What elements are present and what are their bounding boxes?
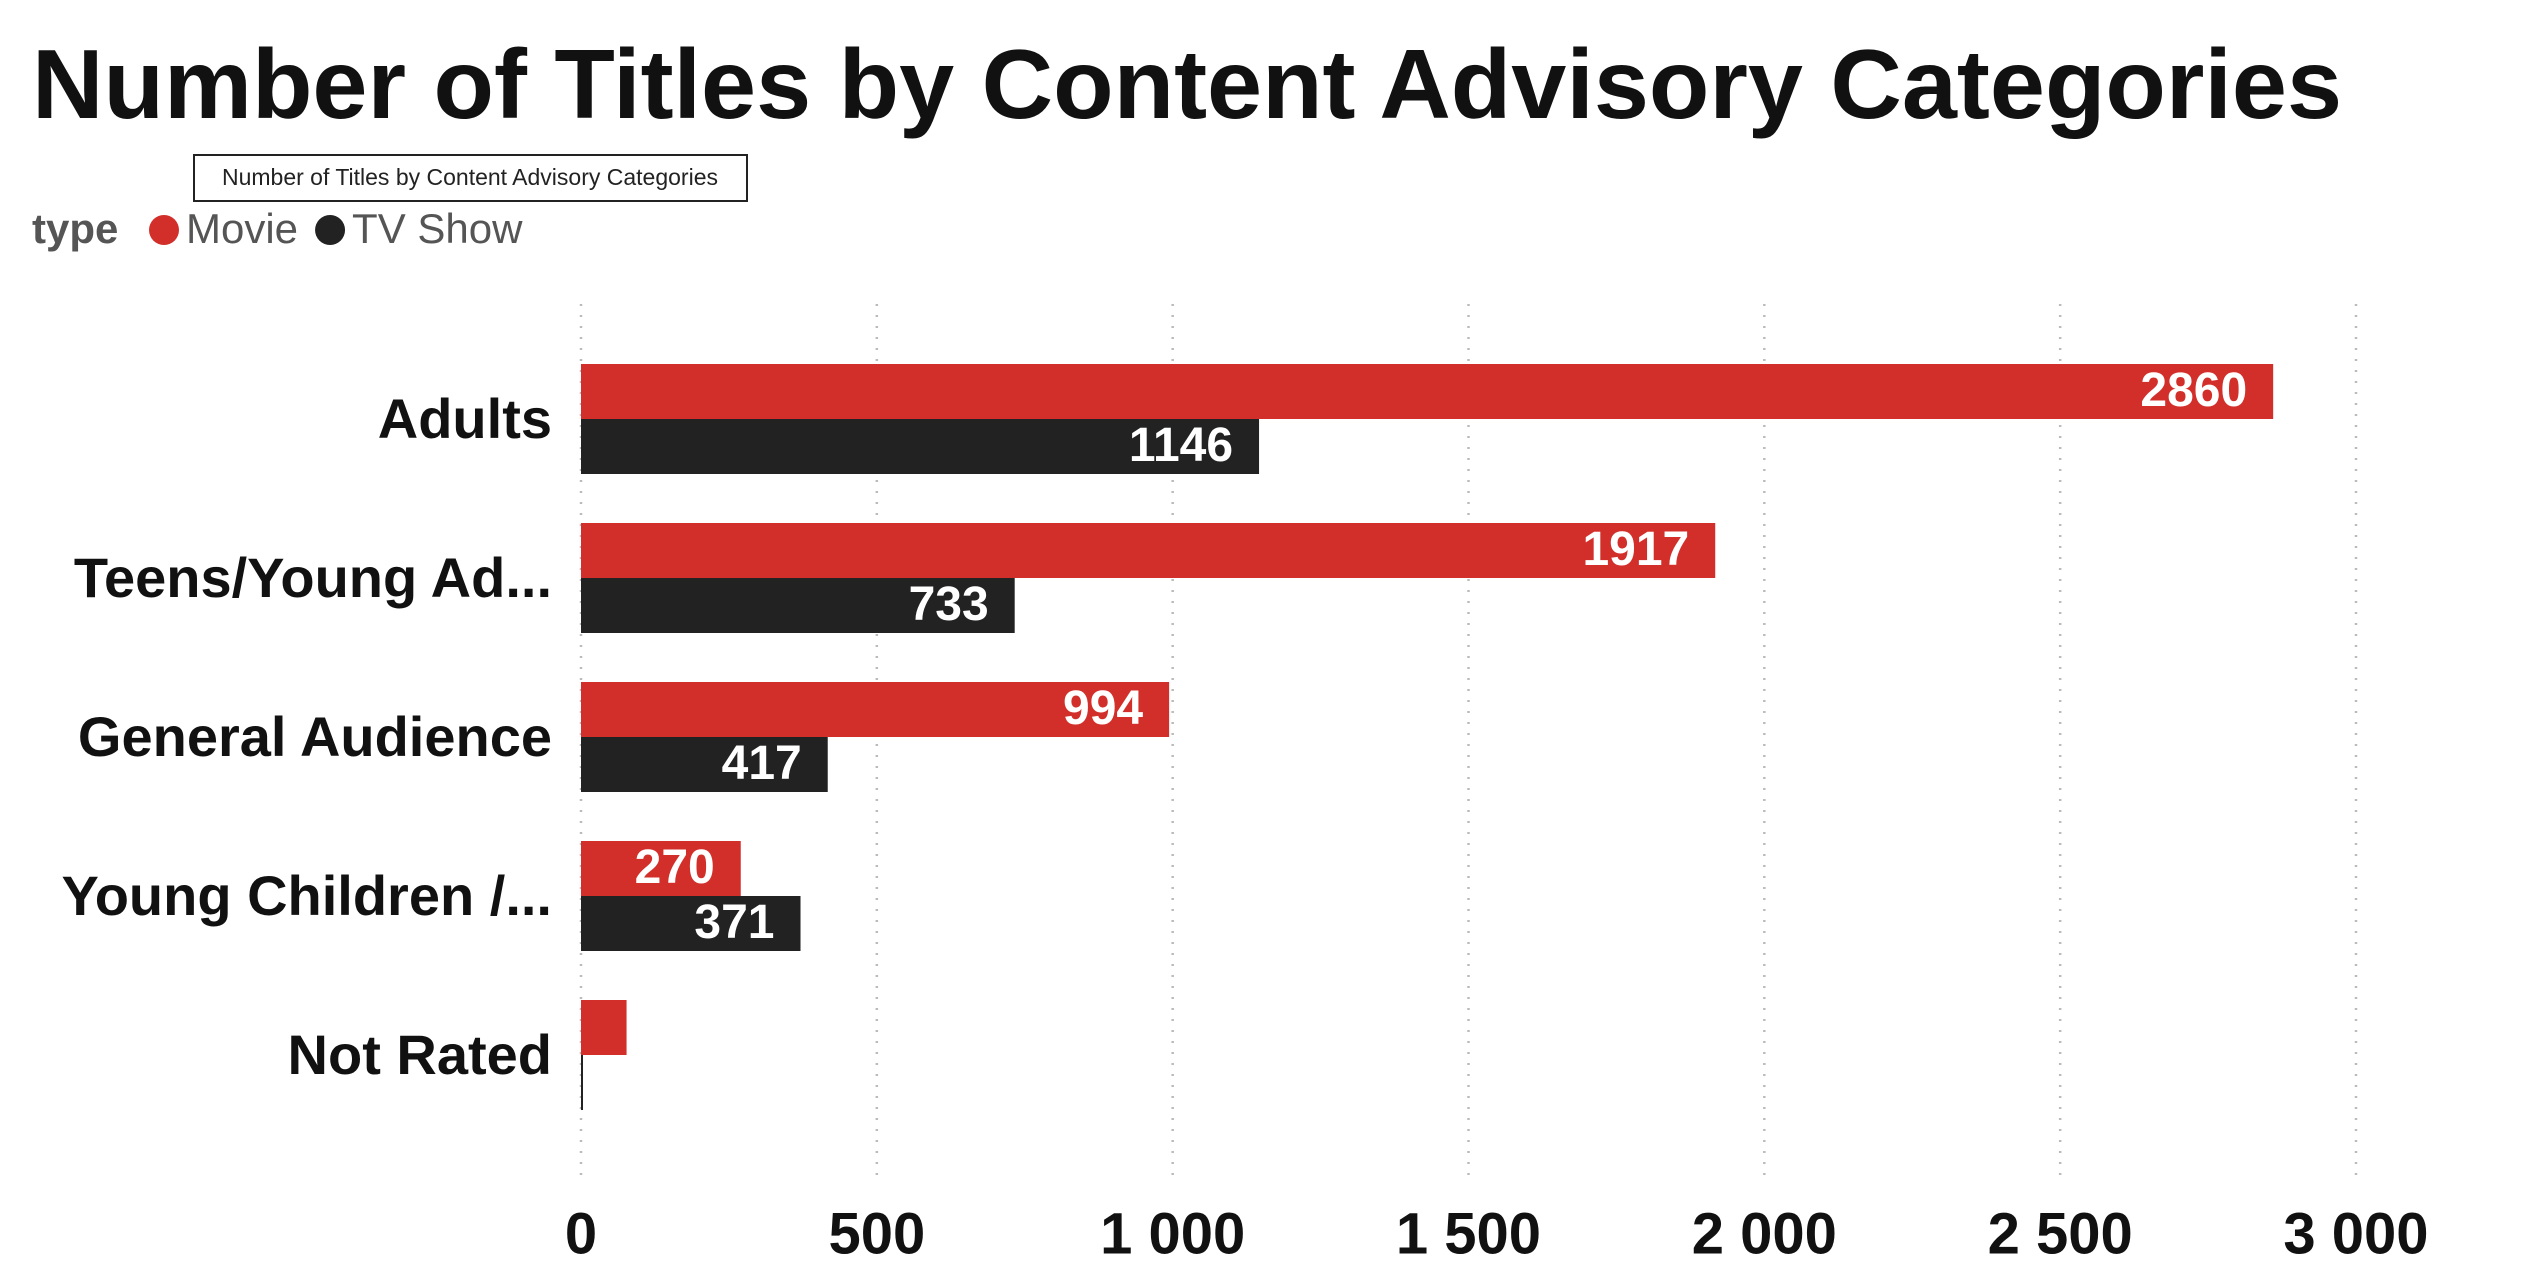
legend-label: Movie [186, 205, 298, 252]
data-label: 2860 [2140, 364, 2247, 417]
bar [581, 578, 1015, 633]
data-label: 417 [722, 737, 802, 790]
y-tick-label: Not Rated [288, 1023, 552, 1086]
data-label: 1917 [1582, 523, 1689, 576]
bar [581, 896, 801, 951]
bar [581, 682, 1170, 737]
data-label: 994 [1063, 682, 1143, 735]
legend-marker [149, 215, 179, 245]
x-tick-label: 2 500 [1988, 1201, 2133, 1266]
y-tick-label: Adults [378, 387, 552, 450]
bar [581, 1055, 583, 1110]
x-tick-label: 3 000 [2283, 1201, 2428, 1266]
bar [581, 523, 1716, 578]
data-label: 371 [694, 896, 774, 949]
y-tick-label: Teens/Young Ad... [74, 546, 552, 609]
x-tick-label: 2 000 [1692, 1201, 1837, 1266]
data-label: 1146 [1129, 419, 1233, 472]
bar [581, 737, 828, 792]
chart-title: Number of Titles by Content Advisory Cat… [32, 29, 2342, 139]
legend-marker [315, 215, 346, 245]
y-tick-label: Young Children /... [62, 864, 553, 927]
x-tick-label: 0 [565, 1201, 597, 1266]
bar [581, 841, 741, 896]
legend-label: TV Show [352, 205, 523, 252]
y-tick-label: General Audience [78, 705, 552, 768]
bar [581, 419, 1260, 474]
tooltip: Number of Titles by Content Advisory Cat… [222, 164, 718, 190]
data-label: 733 [909, 578, 989, 631]
x-tick-label: 1 000 [1100, 1201, 1245, 1266]
legend-title: type [32, 205, 118, 252]
bar [581, 364, 2274, 419]
x-tick-label: 500 [828, 1201, 925, 1266]
x-tick-label: 1 500 [1396, 1201, 1541, 1266]
bar [581, 1000, 627, 1055]
tooltip-box [193, 154, 748, 202]
data-label: 270 [635, 841, 715, 894]
